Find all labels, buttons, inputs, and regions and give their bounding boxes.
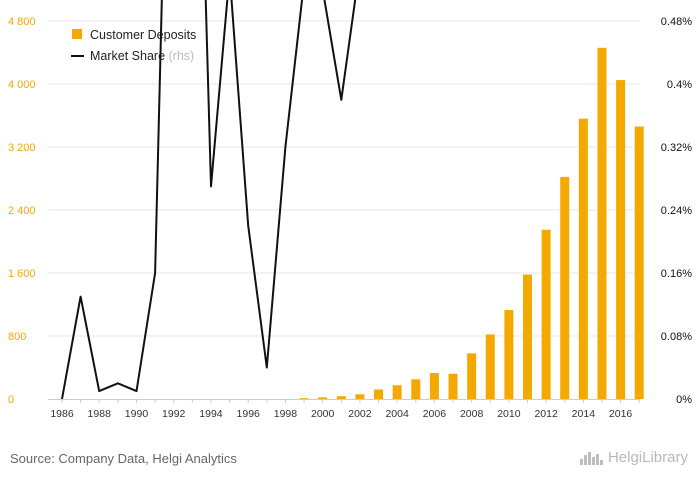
left-axis-tick-label: 3 200 xyxy=(8,142,36,154)
deposit-bar xyxy=(374,389,384,399)
right-axis-tick-label: 0% xyxy=(676,394,692,406)
deposit-bar xyxy=(597,47,607,400)
deposit-bar xyxy=(392,385,402,399)
x-axis-tick-label: 1998 xyxy=(274,408,298,420)
legend-label-market-share: Market Share (rhs) xyxy=(90,49,194,63)
market-share-line xyxy=(61,0,357,400)
market-share-line-group xyxy=(61,0,357,400)
right-axis-tick-label: 0.32% xyxy=(661,142,692,154)
deposit-bar xyxy=(616,80,626,399)
x-axis-tick-label: 1988 xyxy=(88,408,112,420)
x-axis-tick-label: 2000 xyxy=(311,408,335,420)
x-axis-tick-label: 2006 xyxy=(423,408,447,420)
deposit-bar xyxy=(523,274,532,399)
deposit-bar xyxy=(448,373,458,399)
legend-swatch-deposits xyxy=(72,29,82,39)
x-axis-tick-label: 2010 xyxy=(497,408,521,420)
right-axis-tick-label: 0.24% xyxy=(661,205,692,217)
right-axis-tick-label: 0.08% xyxy=(661,331,692,343)
deposit-bar xyxy=(429,373,439,399)
left-axis-tick-label: 2 400 xyxy=(8,205,36,217)
legend: Customer Deposits Market Share (rhs) xyxy=(71,28,196,63)
x-axis-tick-label: 2012 xyxy=(534,408,558,420)
deposit-bar xyxy=(467,353,477,399)
deposit-bar xyxy=(541,229,551,399)
deposit-bar xyxy=(318,397,328,399)
brand-logo: HelgiLibrary xyxy=(579,449,688,466)
left-axis-tick-label: 4 000 xyxy=(8,79,36,91)
x-axis-tick-label: 1992 xyxy=(162,408,186,420)
x-axis-tick-label: 2016 xyxy=(609,408,633,420)
x-axis-tick-label: 1994 xyxy=(199,408,223,420)
deposit-bar xyxy=(411,379,421,399)
left-axis-tick-label: 0 xyxy=(8,394,14,406)
x-axis-tick-label: 1996 xyxy=(237,408,261,420)
left-axis-tick-label: 4 800 xyxy=(8,16,36,28)
brand-name: HelgiLibrary xyxy=(607,449,688,466)
x-axis-tick-label: 2002 xyxy=(348,408,372,420)
right-axis-tick-label: 0.48% xyxy=(661,16,692,28)
source-note: Source: Company Data, Helgi Analytics xyxy=(10,451,237,466)
legend-label-deposits: Customer Deposits xyxy=(90,28,196,42)
deposits-chart: 0 800 1 600 2 400 3 200 4 000 4 800 0% 0.08% 0.1… xyxy=(8,0,692,420)
x-axis: 1986 1988 1990 1992 1994 1996 1998 2000 2002 2004… xyxy=(48,399,640,420)
x-axis-tick-label: 2014 xyxy=(572,408,596,420)
right-axis-tick-label: 0.16% xyxy=(661,268,692,280)
deposit-bar xyxy=(560,176,570,399)
right-axis-tick-label: 0.4% xyxy=(667,79,692,91)
left-axis-labels: 0 800 1 600 2 400 3 200 4 000 4 800 xyxy=(8,16,36,406)
deposit-bar xyxy=(336,396,346,399)
left-axis-tick-label: 1 600 xyxy=(8,268,36,280)
deposit-bar xyxy=(299,398,309,399)
left-axis-tick-label: 800 xyxy=(8,331,26,343)
deposit-bar xyxy=(634,126,644,400)
legend-label-suffix: (rhs) xyxy=(169,49,195,63)
x-axis-tick-label: 1986 xyxy=(50,408,74,420)
deposit-bar xyxy=(355,394,365,399)
deposit-bar xyxy=(578,118,588,400)
x-axis-tick-label: 2004 xyxy=(385,408,409,420)
deposit-bar xyxy=(504,310,514,399)
x-axis-tick-label: 2008 xyxy=(460,408,484,420)
grid-lines xyxy=(48,20,640,337)
deposit-bars xyxy=(299,47,644,400)
right-axis-labels: 0% 0.08% 0.16% 0.24% 0.32% 0.4% 0.48% xyxy=(661,16,692,406)
city-skyline-icon xyxy=(579,451,603,465)
deposit-bar xyxy=(485,334,495,399)
x-axis-tick-label: 1990 xyxy=(125,408,149,420)
